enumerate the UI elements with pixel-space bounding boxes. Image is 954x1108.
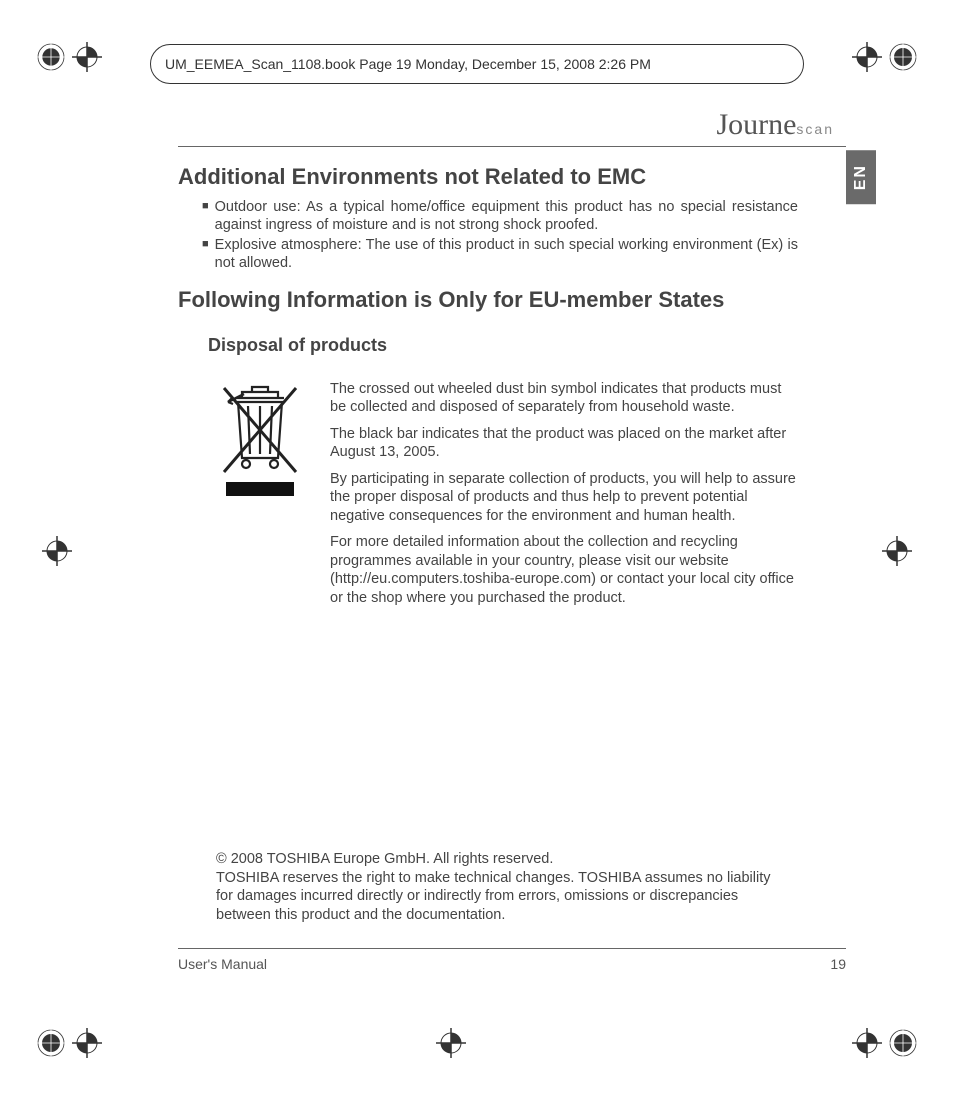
print-header-text: UM_EEMEA_Scan_1108.book Page 19 Monday, … [165, 56, 651, 72]
copyright-text: © 2008 TOSHIBA Europe GmbH. All rights r… [216, 850, 782, 924]
crop-mark [36, 1028, 108, 1058]
crop-mark [846, 1028, 918, 1058]
crop-mark [36, 536, 78, 566]
disposal-p3: By participating in separate collection … [330, 470, 798, 526]
crop-mark [430, 1028, 472, 1058]
subheading-disposal: Disposal of products [208, 335, 798, 356]
disposal-block: The crossed out wheeled dust bin symbol … [218, 380, 798, 616]
weee-bin-icon [218, 380, 312, 616]
bullet-item: ■ Outdoor use: As a typical home/office … [202, 198, 798, 234]
crop-mark [876, 536, 918, 566]
heading-emc: Additional Environments not Related to E… [178, 164, 798, 190]
bullet-text: Explosive atmosphere: The use of this pr… [215, 236, 798, 272]
footer-left: User's Manual [178, 956, 267, 972]
print-header-bar: UM_EEMEA_Scan_1108.book Page 19 Monday, … [150, 44, 804, 84]
bullet-item: ■ Explosive atmosphere: The use of this … [202, 236, 798, 272]
crop-mark [36, 42, 108, 72]
bullet-square-icon: ■ [202, 198, 209, 234]
disposal-text: The crossed out wheeled dust bin symbol … [330, 380, 798, 616]
crop-mark [846, 42, 918, 72]
bullet-square-icon: ■ [202, 236, 209, 272]
footer-page-number: 19 [830, 956, 846, 972]
logo-sub: scan [796, 121, 834, 137]
page-footer: User's Manual 19 [178, 956, 846, 972]
logo-script: Journe [716, 108, 796, 141]
footer-rule [178, 948, 846, 949]
bullet-text: Outdoor use: As a typical home/office eq… [215, 198, 798, 234]
page-content: Additional Environments not Related to E… [178, 164, 798, 616]
bullet-list: ■ Outdoor use: As a typical home/office … [202, 198, 798, 273]
disposal-p2: The black bar indicates that the product… [330, 425, 798, 462]
header-rule [178, 146, 846, 147]
copyright-block: © 2008 TOSHIBA Europe GmbH. All rights r… [216, 850, 782, 924]
disposal-p4: For more detailed information about the … [330, 533, 798, 607]
language-tab: EN [846, 150, 876, 204]
heading-eu: Following Information is Only for EU-mem… [178, 287, 798, 313]
product-logo: Journescan [716, 108, 834, 142]
disposal-p1: The crossed out wheeled dust bin symbol … [330, 380, 798, 417]
